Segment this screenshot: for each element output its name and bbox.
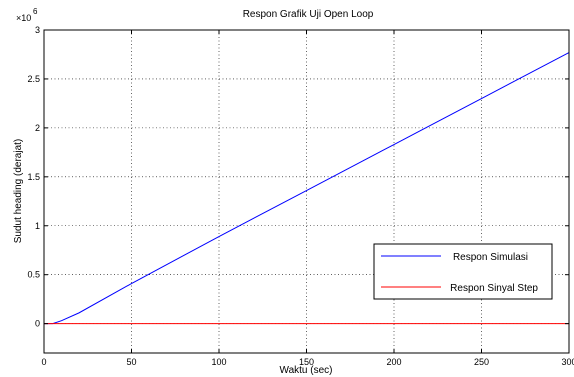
x-tick-label: 50 xyxy=(126,357,136,367)
x-tick-label: 0 xyxy=(41,357,46,367)
series-lines xyxy=(44,52,570,325)
chart-title: Respon Grafik Uji Open Loop xyxy=(243,9,374,20)
x-tick-label: 250 xyxy=(474,357,489,367)
x-tick-label: 300 xyxy=(561,357,574,367)
y-tick-label: 0 xyxy=(35,319,40,329)
x-tick-label: 200 xyxy=(386,357,401,367)
x-axis-label: Waktu (sec) xyxy=(280,365,333,376)
legend-box xyxy=(373,243,553,300)
y-tick-label: 1.5 xyxy=(27,172,40,182)
x-tick-label: 100 xyxy=(211,357,226,367)
y-tick-label: 2 xyxy=(35,123,40,133)
y-exponent: ×10 6 xyxy=(16,7,38,23)
y-tick-label: 0.5 xyxy=(27,270,40,280)
y-tick-label: 2.5 xyxy=(27,74,40,84)
y-tick-label: 1 xyxy=(35,221,40,231)
legend-label-step: Respon Sinyal Step xyxy=(450,283,538,294)
x-tick-label: 150 xyxy=(299,357,314,367)
series-line-simulasi xyxy=(44,52,570,325)
y-exponent-power: 6 xyxy=(33,7,38,16)
plot-area: 0 50 100 150 200 250 300 0 0.5 1 1.5 2 2.5 3 xyxy=(27,25,574,367)
y-tick-label: 3 xyxy=(35,25,40,35)
axis-ticks: 0 50 100 150 200 250 300 0 0.5 1 1.5 2 2.5 3 xyxy=(27,25,574,367)
legend-label-simulasi: Respon Simulasi xyxy=(453,252,528,263)
y-axis-label: Sudut heading (derajat) xyxy=(13,139,24,244)
y-exponent-base: ×10 xyxy=(16,13,31,23)
legend: Respon Simulasi Respon Sinyal Step xyxy=(373,243,553,300)
